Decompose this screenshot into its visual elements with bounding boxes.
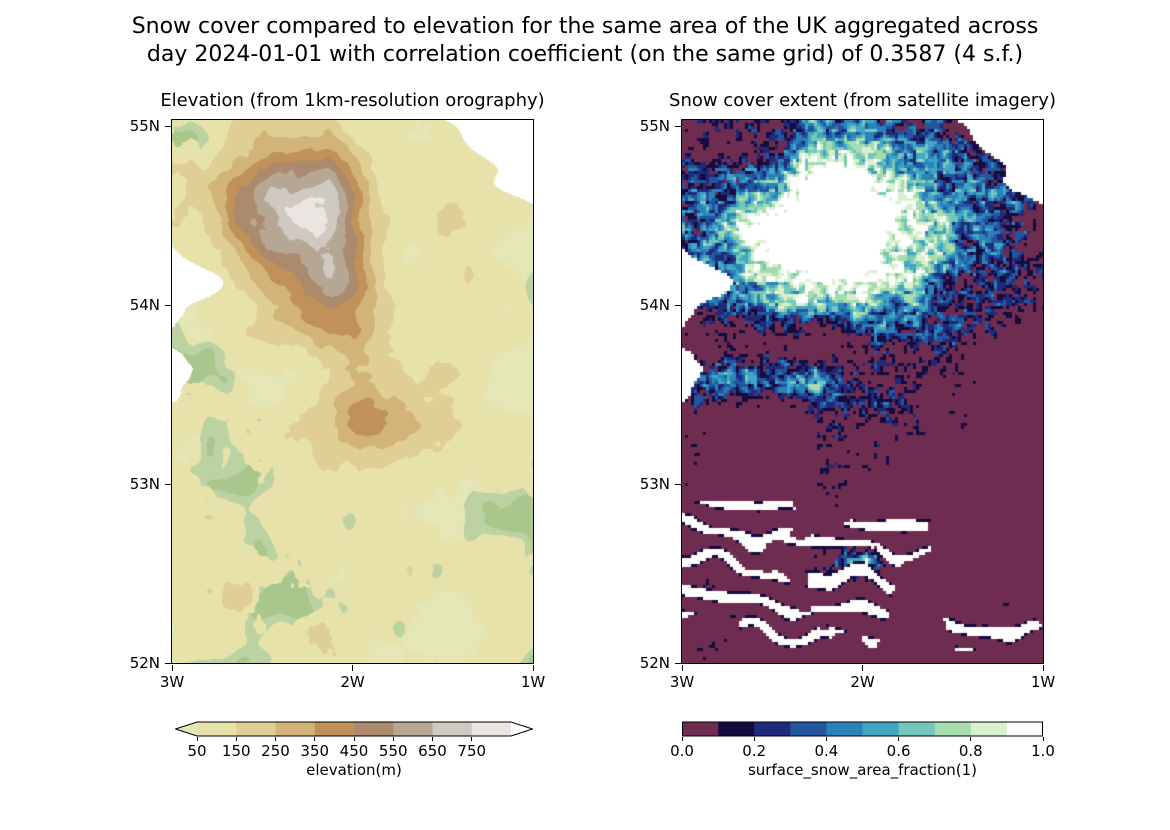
colorbar-tick-label: 0.6 (886, 742, 911, 760)
colorbar-tick-mark (196, 737, 198, 741)
colorbar-tick-mark (753, 737, 755, 741)
y-tick-mark (675, 662, 681, 664)
y-tick-mark (165, 304, 171, 306)
y-tick-label: 55N (639, 117, 670, 135)
y-tick-label: 52N (639, 654, 670, 672)
snow-colorbar-label: surface_snow_area_fraction(1) (747, 761, 978, 779)
colorbar-tick-label: 0.2 (742, 742, 767, 760)
x-tick-label: 2W (340, 673, 365, 691)
elevation-plot-title: Elevation (from 1km-resolution orography… (160, 90, 545, 111)
colorbar-tick-mark (353, 737, 355, 741)
elevation-map-canvas (172, 120, 533, 663)
colorbar-tick-label: 650 (418, 742, 447, 760)
y-tick-mark (165, 662, 171, 664)
colorbar-tick-label: 250 (261, 742, 290, 760)
colorbar-tick-mark (825, 737, 827, 741)
colorbar-tick-label: 550 (378, 742, 408, 760)
colorbar-tick-mark (392, 737, 394, 741)
x-tick-mark (352, 665, 353, 671)
figure-title-line1: Snow cover compared to elevation for the… (131, 14, 1039, 39)
y-tick-mark (165, 125, 171, 127)
x-tick-mark (171, 665, 173, 671)
y-tick-label: 54N (639, 296, 670, 314)
x-tick-label: 1W (1030, 673, 1056, 691)
snow-map-canvas (682, 120, 1043, 663)
y-tick-label: 53N (129, 475, 160, 493)
colorbar-tick-mark (970, 737, 972, 741)
colorbar-tick-label: 450 (339, 742, 369, 760)
y-tick-label: 55N (129, 117, 160, 135)
y-tick-label: 52N (129, 654, 160, 672)
x-tick-mark (862, 665, 863, 671)
elevation-colorbar (173, 721, 535, 737)
colorbar-tick-label: 0.4 (814, 742, 839, 760)
colorbar-tick-label: 350 (300, 742, 330, 760)
y-tick-mark (675, 304, 681, 306)
colorbar-tick-mark (314, 737, 316, 741)
snow-colorbar-svg (682, 721, 1044, 737)
colorbar-tick-label: 750 (457, 742, 487, 760)
figure-title-line2: day 2024-01-01 with correlation coeffici… (146, 42, 1024, 67)
colorbar-tick-label: 50 (187, 742, 207, 760)
x-tick-label: 2W (850, 673, 875, 691)
y-tick-mark (675, 483, 681, 485)
colorbar-tick-mark (681, 737, 683, 741)
colorbar-tick-mark (432, 737, 433, 741)
colorbar-tick-mark (275, 737, 276, 741)
x-tick-mark (1042, 665, 1044, 671)
y-tick-mark (165, 483, 171, 485)
figure-title: Snow cover compared to elevation for the… (0, 13, 1170, 69)
colorbar-tick-mark (235, 737, 237, 741)
colorbar-tick-label: 0.8 (958, 742, 983, 760)
snow-map (681, 119, 1044, 664)
x-tick-mark (532, 665, 534, 671)
colorbar-tick-label: 1.0 (1031, 742, 1055, 760)
x-tick-label: 1W (520, 673, 546, 691)
elevation-colorbar-svg (173, 721, 535, 737)
x-tick-mark (681, 665, 683, 671)
y-tick-label: 53N (639, 475, 670, 493)
elevation-colorbar-label: elevation(m) (306, 761, 402, 779)
snow-plot-title: Snow cover extent (from satellite imager… (669, 90, 1056, 111)
y-tick-label: 54N (129, 296, 160, 314)
elevation-map (171, 119, 534, 664)
colorbar-tick-label: 150 (221, 742, 251, 760)
x-tick-label: 3W (159, 673, 185, 691)
x-tick-label: 3W (669, 673, 695, 691)
colorbar-tick-mark (898, 737, 900, 741)
y-tick-mark (675, 125, 681, 127)
snow-colorbar (682, 721, 1044, 737)
colorbar-tick-label: 0.0 (670, 742, 694, 760)
colorbar-tick-mark (1042, 737, 1044, 741)
colorbar-tick-mark (471, 737, 473, 741)
